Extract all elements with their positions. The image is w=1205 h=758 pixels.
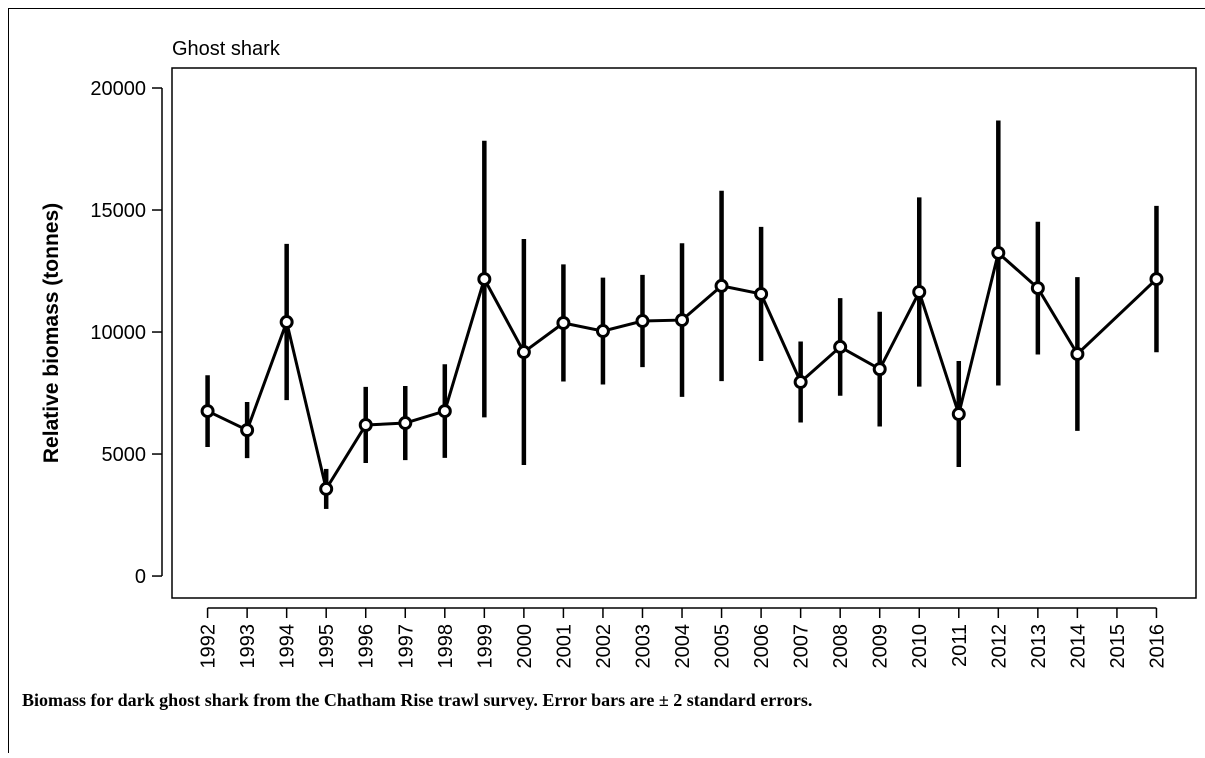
x-tick-label: 2011 — [949, 624, 971, 667]
x-tick-label: 1999 — [474, 624, 496, 669]
caption: Biomass for dark ghost shark from the Ch… — [22, 690, 812, 710]
y-tick-label: 0 — [135, 566, 146, 588]
x-tick-label: 2016 — [1146, 624, 1168, 669]
x-tick-label: 1998 — [435, 624, 457, 669]
data-point — [558, 317, 569, 328]
x-tick-label: 2003 — [632, 624, 654, 669]
x-tick-label: 2002 — [593, 624, 615, 669]
data-point — [242, 425, 253, 436]
x-tick-label: 2009 — [870, 624, 892, 669]
data-point — [1032, 283, 1043, 294]
data-point — [874, 364, 885, 375]
data-point — [953, 409, 964, 420]
x-tick-label: 2005 — [712, 624, 734, 669]
x-tick-label: 2000 — [514, 624, 536, 669]
data-point — [637, 316, 648, 327]
data-point — [400, 418, 411, 429]
data-point — [993, 247, 1004, 258]
data-point — [795, 377, 806, 388]
x-tick-label: 1992 — [198, 624, 220, 669]
data-point — [677, 315, 688, 326]
x-tick-label: 1993 — [237, 624, 259, 669]
data-point — [360, 419, 371, 430]
x-tick-label: 2001 — [553, 624, 575, 669]
data-point — [202, 406, 213, 417]
data-point — [835, 341, 846, 352]
chart-title: Ghost shark — [172, 38, 281, 60]
x-tick-label: 1995 — [316, 624, 338, 669]
y-tick-label: 20000 — [90, 78, 146, 100]
y-tick-label: 10000 — [90, 322, 146, 344]
y-tick-label: 5000 — [102, 444, 147, 466]
data-point — [439, 406, 450, 417]
y-axis-label: Relative biomass (tonnes) — [40, 203, 63, 463]
x-tick-label: 1997 — [395, 624, 417, 669]
x-tick-label: 2004 — [672, 624, 694, 669]
data-point — [597, 326, 608, 337]
x-tick-label: 2006 — [751, 624, 773, 669]
x-tick-label: 1994 — [277, 624, 299, 669]
data-point — [756, 288, 767, 299]
x-tick-label: 2013 — [1028, 624, 1050, 669]
x-tick-label: 1996 — [356, 624, 378, 669]
x-tick-label: 2010 — [909, 624, 931, 669]
x-tick-label: 2012 — [988, 624, 1010, 669]
data-point — [1072, 348, 1083, 359]
data-point — [518, 347, 529, 358]
x-tick-label: 2007 — [791, 624, 813, 669]
data-point — [281, 317, 292, 328]
data-point — [479, 274, 490, 285]
data-point — [321, 483, 332, 494]
data-point — [914, 287, 925, 298]
data-point — [1151, 274, 1162, 285]
x-tick-label: 2014 — [1067, 624, 1089, 669]
data-point — [716, 280, 727, 291]
x-tick-label: 2015 — [1107, 624, 1129, 669]
y-tick-label: 15000 — [90, 200, 146, 222]
x-tick-label: 2008 — [830, 624, 852, 669]
